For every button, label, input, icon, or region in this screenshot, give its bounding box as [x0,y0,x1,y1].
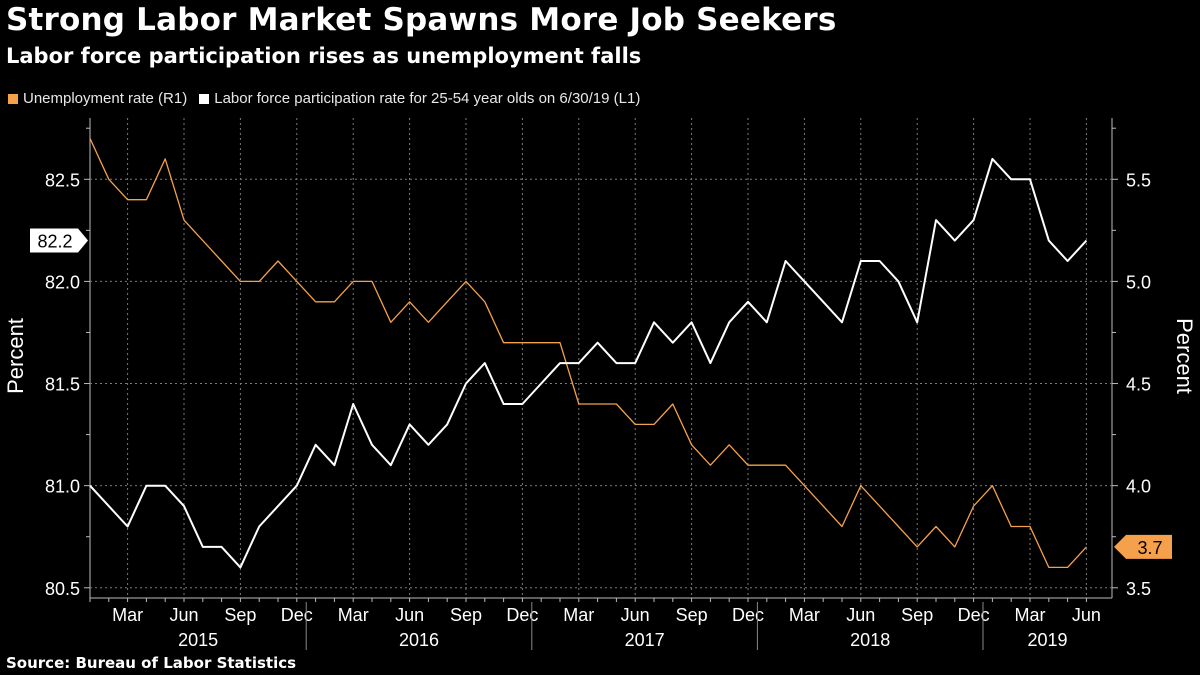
left-tick-label: 80.5 [45,579,80,599]
x-tick-label: Dec [506,605,538,625]
left-axis-title: Percent [3,318,28,394]
x-tick-label: Mar [789,605,820,625]
x-tick-label: Sep [450,605,482,625]
right-tick-label: 5.5 [1126,170,1151,190]
unemployment-last-value-label: 3.7 [1137,538,1162,558]
right-tick-label: 4.0 [1126,477,1151,497]
x-tick-label: Jun [621,605,650,625]
source-note: Source: Bureau of Labor Statistics [6,654,297,672]
x-tick-label: Mar [338,605,369,625]
x-tick-label: Jun [169,605,198,625]
x-tick-label: Mar [563,605,594,625]
x-tick-label: Sep [901,605,933,625]
participation-last-value-label: 82.2 [37,232,72,252]
x-tick-label: Jun [846,605,875,625]
x-tick-label: Jun [1072,605,1101,625]
left-tick-label: 82.5 [45,170,80,190]
unemployment-last-value-badge [1114,534,1172,559]
legend-swatch-unemployment [8,93,18,104]
legend-label-participation: Labor force participation rate for 25-54… [214,90,641,107]
x-year-label: 2015 [178,630,218,650]
chart-title: Strong Labor Market Spawns More Job Seek… [6,2,837,38]
x-tick-label: Sep [224,605,256,625]
right-axis-title: Percent [1172,318,1197,394]
right-tick-label: 5.0 [1126,272,1151,292]
x-tick-label: Mar [1015,605,1046,625]
chart-legend: Unemployment rate (R1) Labor force parti… [8,90,652,107]
participation-last-value-badge [30,228,88,253]
participation-rate-line [89,157,1088,569]
legend-label-unemployment: Unemployment rate (R1) [23,90,188,107]
legend-item-unemployment: Unemployment rate (R1) [8,90,187,107]
x-tick-label: Dec [732,605,764,625]
x-tick-label: Jun [395,605,424,625]
x-tick-label: Mar [112,605,143,625]
left-tick-label: 81.5 [45,375,80,395]
x-year-label: 2017 [625,630,665,650]
legend-swatch-participation [199,93,210,104]
unemployment-rate-line [89,138,1087,569]
chart-subtitle: Labor force participation rises as unemp… [6,44,642,68]
x-tick-label: Dec [281,605,313,625]
left-tick-label: 81.0 [45,477,80,497]
x-tick-label: Dec [958,605,990,625]
x-tick-label: Sep [676,605,708,625]
legend-item-participation: Labor force participation rate for 25-54… [199,90,640,107]
right-tick-label: 4.5 [1126,375,1151,395]
right-tick-label: 3.5 [1126,579,1151,599]
x-year-label: 2018 [850,630,890,650]
x-year-label: 2019 [1027,630,1067,650]
left-tick-label: 82.0 [45,272,80,292]
x-year-label: 2016 [399,630,439,650]
